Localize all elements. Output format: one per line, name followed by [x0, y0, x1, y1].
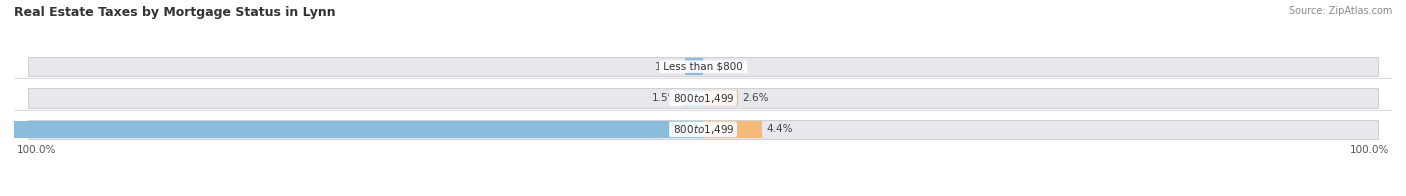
Text: 0.0%: 0.0%	[707, 62, 734, 72]
Bar	[28, 88, 1378, 108]
Bar	[28, 57, 1378, 76]
Text: 100.0%: 100.0%	[1350, 145, 1389, 155]
Bar	[686, 58, 703, 75]
Text: 100.0%: 100.0%	[17, 145, 56, 155]
Text: Real Estate Taxes by Mortgage Status in Lynn: Real Estate Taxes by Mortgage Status in …	[14, 6, 336, 19]
Text: $800 to $1,499: $800 to $1,499	[671, 92, 735, 104]
Text: 4.4%: 4.4%	[766, 124, 793, 134]
Text: 1.5%: 1.5%	[652, 93, 679, 103]
Bar	[703, 90, 738, 106]
Bar	[0, 121, 703, 138]
Text: Less than $800: Less than $800	[659, 62, 747, 72]
Bar	[703, 121, 762, 138]
Text: 1.3%: 1.3%	[655, 62, 682, 72]
Bar	[28, 120, 1378, 139]
Text: $800 to $1,499: $800 to $1,499	[671, 123, 735, 136]
Text: 2.6%: 2.6%	[742, 93, 769, 103]
Bar	[683, 90, 703, 106]
Text: Source: ZipAtlas.com: Source: ZipAtlas.com	[1288, 6, 1392, 16]
